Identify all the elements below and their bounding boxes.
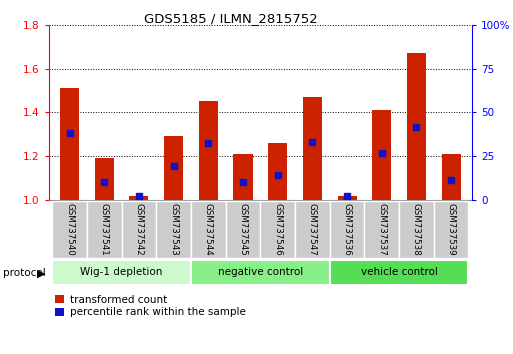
Bar <box>156 201 191 258</box>
Bar <box>434 201 468 258</box>
Bar <box>268 143 287 200</box>
Text: negative control: negative control <box>218 267 303 277</box>
Text: GSM737545: GSM737545 <box>239 203 247 256</box>
Text: GSM737538: GSM737538 <box>412 203 421 256</box>
Point <box>273 172 282 177</box>
Text: GSM737544: GSM737544 <box>204 203 213 256</box>
Text: Wig-1 depletion: Wig-1 depletion <box>81 267 163 277</box>
Point <box>135 193 143 199</box>
Bar <box>191 201 226 258</box>
Bar <box>303 97 322 200</box>
Bar <box>87 201 122 258</box>
Bar <box>199 102 218 200</box>
Bar <box>52 259 191 285</box>
Bar <box>407 53 426 200</box>
Point <box>378 150 386 155</box>
Bar <box>260 201 295 258</box>
Bar <box>330 201 364 258</box>
Legend: transformed count, percentile rank within the sample: transformed count, percentile rank withi… <box>54 294 246 318</box>
Text: GSM737543: GSM737543 <box>169 203 178 256</box>
Text: GSM737546: GSM737546 <box>273 203 282 256</box>
Bar <box>338 196 357 200</box>
Bar <box>95 158 114 200</box>
Bar <box>399 201 434 258</box>
Text: GSM737540: GSM737540 <box>65 203 74 256</box>
Bar <box>60 88 79 200</box>
Bar <box>226 201 261 258</box>
Bar <box>372 110 391 200</box>
Text: GSM737537: GSM737537 <box>377 203 386 256</box>
Text: GDS5185 / ILMN_2815752: GDS5185 / ILMN_2815752 <box>144 12 318 25</box>
Point <box>239 179 247 184</box>
Point <box>204 140 212 146</box>
Text: protocol: protocol <box>3 268 45 278</box>
Bar <box>233 154 252 200</box>
Bar <box>164 137 183 200</box>
Text: vehicle control: vehicle control <box>361 267 438 277</box>
Text: GSM737542: GSM737542 <box>134 203 144 256</box>
Point <box>100 179 108 184</box>
Bar <box>191 259 330 285</box>
Text: GSM737536: GSM737536 <box>343 203 351 256</box>
Text: ▶: ▶ <box>36 268 45 278</box>
Bar <box>52 201 87 258</box>
Point <box>66 130 74 135</box>
Bar <box>364 201 399 258</box>
Bar <box>129 196 148 200</box>
Point <box>447 177 455 183</box>
Point <box>169 163 177 169</box>
Point <box>412 125 421 130</box>
Point <box>343 193 351 199</box>
Text: GSM737547: GSM737547 <box>308 203 317 256</box>
Text: GSM737541: GSM737541 <box>100 203 109 256</box>
Text: GSM737539: GSM737539 <box>447 203 456 256</box>
Bar <box>295 201 330 258</box>
Bar <box>442 154 461 200</box>
Point <box>308 139 317 145</box>
Bar <box>122 201 156 258</box>
Bar <box>330 259 468 285</box>
